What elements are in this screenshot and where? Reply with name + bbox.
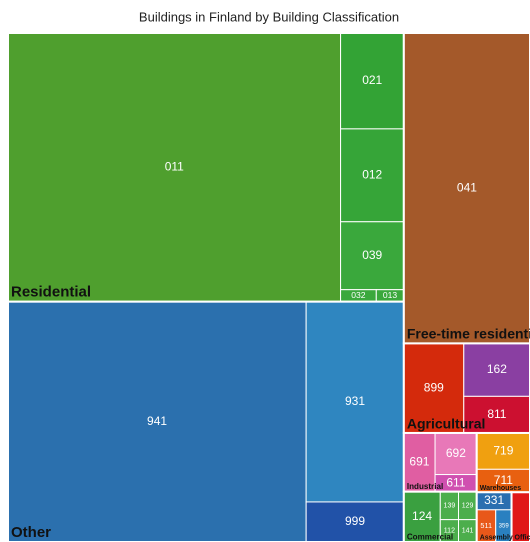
cell-label: 899 xyxy=(424,380,444,394)
cell-label: 359 xyxy=(499,523,510,530)
cell-label: 692 xyxy=(446,446,466,460)
cell-label: 931 xyxy=(345,394,365,408)
cell-label: 611 xyxy=(446,475,465,489)
treemap-cell xyxy=(340,128,405,223)
cell-label: 112 xyxy=(444,528,455,535)
group-label: Agricultural xyxy=(407,415,486,431)
cell-label: 331 xyxy=(484,493,504,507)
treemap-cell xyxy=(7,301,307,542)
treemap-cell xyxy=(340,32,405,130)
cell-label: 999 xyxy=(345,514,365,528)
treemap-cell xyxy=(434,432,478,476)
cell-label: 039 xyxy=(362,248,382,262)
cell-label: 162 xyxy=(487,362,507,376)
cell-label: 941 xyxy=(147,414,167,428)
cell-label: 141 xyxy=(462,528,474,535)
cell-label: 129 xyxy=(462,503,474,510)
cell-label: 041 xyxy=(457,180,477,194)
cell-label: 711 xyxy=(494,473,513,487)
treemap-cell xyxy=(403,342,465,434)
treemap-cell xyxy=(340,221,405,291)
treemap-cell xyxy=(463,395,530,434)
group-label: Warehouses xyxy=(480,485,521,492)
chart-title: Buildings in Finland by Building Classif… xyxy=(139,9,399,24)
group-label: Assembly xyxy=(480,535,513,542)
group-label: Other xyxy=(11,524,51,541)
group-label: Residential xyxy=(11,284,91,301)
group-label: Office xyxy=(515,535,530,542)
group-label: Industrial xyxy=(407,482,443,491)
group-label: Commercial xyxy=(407,532,453,541)
group-label: Free-time residential xyxy=(407,326,530,342)
cell-label: 012 xyxy=(362,167,382,181)
cell-label: 811 xyxy=(487,407,506,421)
cell-label: 719 xyxy=(493,443,513,457)
cell-label: 139 xyxy=(444,503,456,510)
cell-label: 032 xyxy=(351,290,366,300)
cell-label: 011 xyxy=(165,160,184,174)
cell-label: 124 xyxy=(412,509,432,523)
treemap-cell xyxy=(7,32,342,303)
cell-label: 021 xyxy=(362,73,382,87)
cell-label: 691 xyxy=(409,454,429,468)
treemap-cell xyxy=(305,501,405,542)
treemap-cell xyxy=(463,342,530,397)
cell-label: 511 xyxy=(480,521,492,530)
cell-label: 013 xyxy=(383,290,398,300)
